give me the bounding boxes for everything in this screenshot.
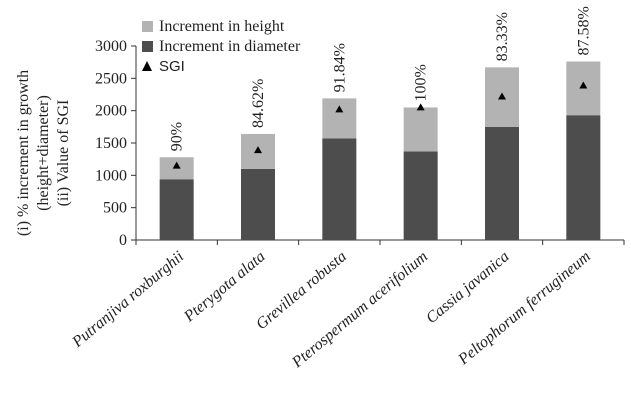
- bar-height: [403, 107, 438, 152]
- bar-percent-label: 87.58%: [575, 6, 592, 55]
- y-tick-label: 0: [119, 232, 127, 249]
- y-axis-title-line: (height+diameter): [35, 95, 52, 211]
- sgi-marker: [335, 105, 344, 113]
- legend-label: SGI: [159, 58, 185, 75]
- legend-triangle-icon: [142, 61, 152, 71]
- y-tick-label: 3000: [95, 38, 127, 55]
- sgi-marker: [172, 161, 181, 169]
- y-tick-label: 1000: [95, 167, 127, 184]
- y-tick-label: 2500: [95, 70, 127, 87]
- bars: [159, 61, 601, 240]
- sgi-markers: [172, 81, 588, 169]
- bar-diameter: [322, 138, 357, 240]
- bar-percent-label: 84.62%: [250, 79, 267, 128]
- legend-swatch: [142, 41, 153, 52]
- category-label: Putranjiva roxburghii: [69, 248, 188, 351]
- category-label: Pterygota alata: [180, 248, 268, 326]
- y-tick-label: 1500: [95, 135, 127, 152]
- bar-labels: 90% 84.62% 91.84% 100% 83.33% 87.58%: [169, 6, 593, 151]
- bar-diameter: [403, 151, 438, 240]
- bar-diameter: [159, 179, 194, 240]
- category-label: Pterospermum acerifolium: [288, 248, 431, 372]
- bar-percent-label: 83.33%: [494, 12, 511, 61]
- legend: Increment in height Increment in diameter…: [142, 18, 301, 75]
- sgi-marker: [498, 92, 506, 100]
- category-label: Peltophorum ferrugineum: [455, 248, 594, 369]
- y-tick-label: 2000: [95, 103, 127, 120]
- legend-label: Increment in height: [159, 18, 285, 35]
- bar-percent-label: 100%: [413, 64, 430, 101]
- bar-diameter: [566, 115, 601, 240]
- legend-swatch: [142, 21, 153, 32]
- sgi-marker: [579, 81, 588, 89]
- y-tick-label: 500: [103, 200, 127, 217]
- sgi-marker: [254, 146, 262, 154]
- bar-percent-label: 90%: [169, 122, 186, 151]
- axes: 0 500 1000 1500 2000 2500 3000: [95, 38, 625, 249]
- legend-label: Increment in diameter: [159, 38, 301, 55]
- sgi-marker: [416, 103, 425, 111]
- y-axis-title-line: (ii) Value of SGI: [55, 100, 72, 207]
- bar-height: [322, 98, 357, 139]
- bar-diameter: [241, 168, 275, 240]
- bar-diameter: [485, 126, 519, 240]
- category-label: Cassia javanica: [423, 248, 513, 327]
- bar-percent-label: 91.84%: [331, 43, 348, 92]
- y-axis-title: (i) % increment in growth (height+diamete…: [15, 70, 72, 236]
- y-axis-title-line: (i) % increment in growth: [15, 70, 32, 236]
